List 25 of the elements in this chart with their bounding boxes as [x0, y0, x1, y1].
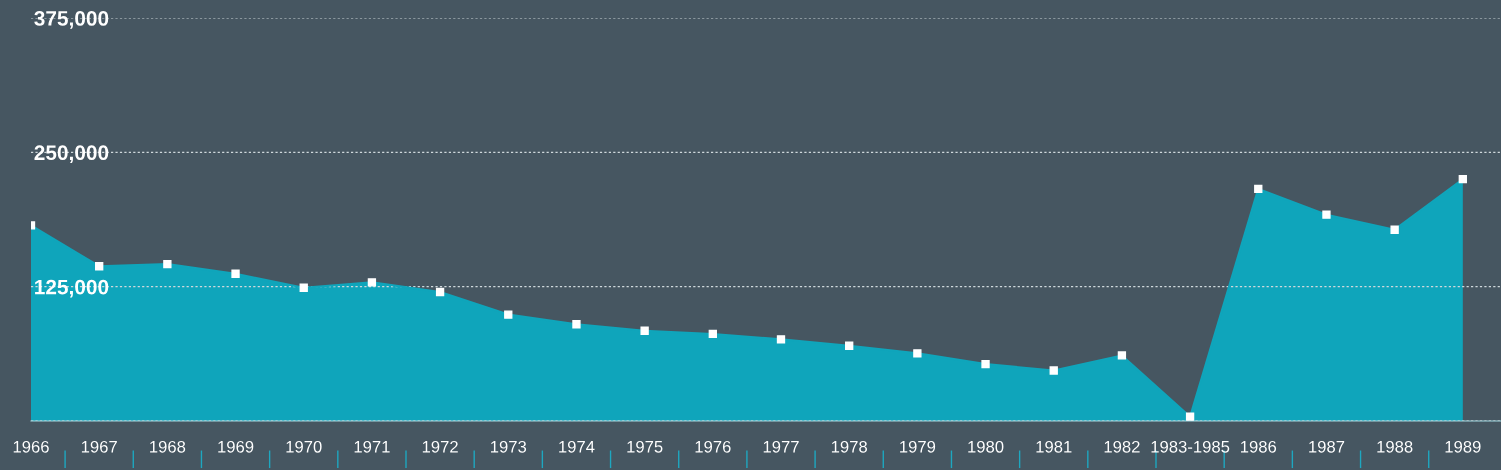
x-tick-label: 1977	[763, 440, 799, 453]
x-tick-label: 1968	[150, 440, 186, 453]
y-tick-label: 125,000	[35, 279, 109, 298]
x-tick-label: 1979	[900, 440, 936, 453]
x-tick-label: 1967	[81, 440, 117, 453]
x-tick-label: 1969	[218, 440, 254, 453]
x-tick-label: 1988	[1377, 440, 1413, 453]
x-tick-label: 1971	[354, 440, 390, 453]
x-tick-label: 1982	[1104, 440, 1140, 453]
x-tick-label: 1987	[1309, 440, 1345, 453]
x-tick-label: 1976	[695, 440, 731, 453]
x-tick-label: 1970	[286, 440, 322, 453]
x-tick-label: 1966	[13, 440, 49, 453]
x-tick-label: 1980	[968, 440, 1004, 453]
y-tick-label: 250,000	[34, 145, 109, 164]
x-tick-label: 1973	[491, 440, 527, 453]
x-tick-label: 1989	[1445, 440, 1481, 453]
y-tick-label: 375,000	[34, 11, 109, 29]
x-tick-label: 1981	[1036, 440, 1072, 453]
x-tick-label: 1975	[627, 440, 663, 453]
x-tick-label: 1986	[1241, 440, 1277, 453]
x-tick-label: 1983-1985	[1151, 440, 1230, 453]
x-tick-label: 1974	[559, 440, 595, 453]
x-tick-label: 1978	[831, 440, 867, 453]
x-tick-label: 1972	[422, 440, 458, 453]
